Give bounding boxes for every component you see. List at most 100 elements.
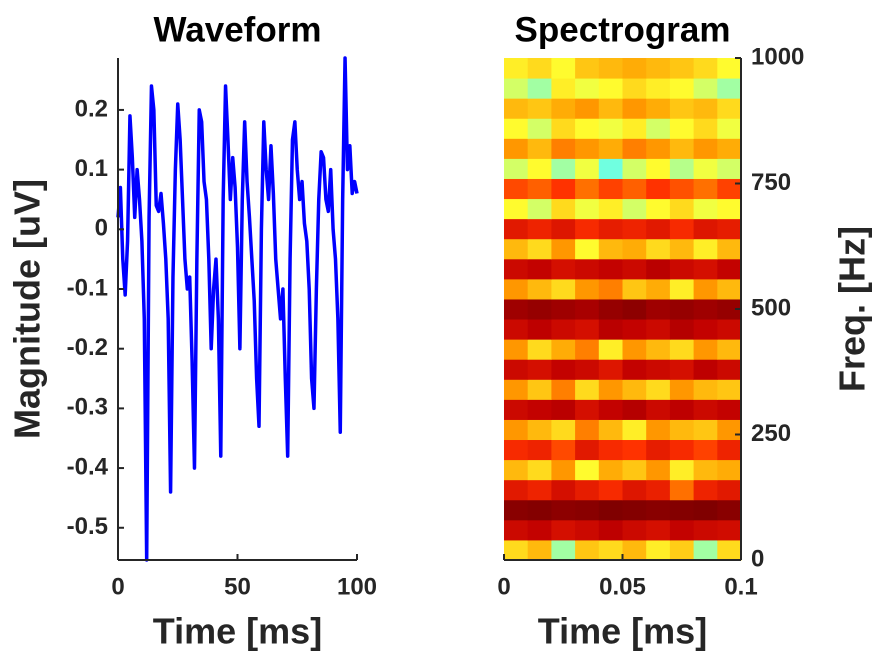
heat-cell xyxy=(598,238,623,260)
heat-cell xyxy=(504,258,529,280)
heat-cell xyxy=(693,78,718,99)
heat-cell xyxy=(504,519,529,541)
heat-cell xyxy=(575,278,600,300)
heat-cell xyxy=(669,278,695,300)
heat-cell xyxy=(527,399,552,420)
heat-cell xyxy=(717,339,742,360)
chart-title: Waveform xyxy=(154,10,322,49)
heat-cell xyxy=(693,238,718,260)
heat-cell xyxy=(717,58,742,79)
heat-cell xyxy=(622,238,647,260)
heat-cell xyxy=(646,399,671,420)
heat-cell xyxy=(693,278,718,300)
heat-cell xyxy=(717,359,742,380)
heat-cell xyxy=(717,479,742,501)
y-tick-label: 0.2 xyxy=(75,95,108,122)
heat-cell xyxy=(504,238,529,260)
heat-cell xyxy=(669,98,695,119)
heat-cell xyxy=(504,178,529,200)
heat-cell xyxy=(504,198,529,220)
heat-cell xyxy=(598,439,623,461)
heat-cell xyxy=(669,138,695,159)
heat-cell xyxy=(551,118,576,139)
waveform-line xyxy=(116,56,359,562)
heat-cell xyxy=(622,459,647,481)
heat-cell xyxy=(575,298,600,320)
heat-cell xyxy=(717,238,742,260)
heat-cell xyxy=(575,118,600,139)
heat-cell xyxy=(551,158,576,179)
heat-cell xyxy=(693,419,718,441)
heat-cell xyxy=(551,479,576,501)
heat-cell xyxy=(551,278,576,300)
heat-cell xyxy=(717,258,742,280)
heat-cell xyxy=(504,319,529,340)
heat-cell xyxy=(693,339,718,360)
heat-cell xyxy=(575,138,600,159)
heat-cell xyxy=(527,359,552,380)
heat-cell xyxy=(598,218,623,240)
heat-cell xyxy=(598,379,623,400)
heat-cell xyxy=(622,178,647,200)
heat-cell xyxy=(575,178,600,200)
heat-cell xyxy=(598,118,623,139)
heat-cell xyxy=(598,319,623,340)
heat-cell xyxy=(504,479,529,501)
heat-cell xyxy=(527,339,552,360)
heat-cell xyxy=(669,178,695,200)
heat-cell xyxy=(598,158,623,179)
heat-cell xyxy=(504,439,529,461)
heat-cell xyxy=(504,58,529,79)
heat-cell xyxy=(551,218,576,240)
heat-cell xyxy=(646,158,671,179)
heat-cell xyxy=(717,499,742,521)
heat-cell xyxy=(717,419,742,441)
heat-cell xyxy=(575,399,600,420)
y-tick-label: -0.5 xyxy=(67,513,108,540)
heat-cell xyxy=(598,339,623,360)
heat-cell xyxy=(527,258,552,280)
heat-cell xyxy=(551,198,576,220)
heat-cell xyxy=(527,58,552,79)
heat-cell xyxy=(646,379,671,400)
heat-cell xyxy=(504,158,529,179)
heat-cell xyxy=(669,479,695,501)
heat-cell xyxy=(669,519,695,541)
heat-cell xyxy=(646,98,671,119)
heat-cell xyxy=(551,379,576,400)
heat-cell xyxy=(693,58,718,79)
heat-cell xyxy=(527,138,552,159)
heat-cell xyxy=(646,278,671,300)
heat-cell xyxy=(504,539,529,561)
heat-cell xyxy=(669,298,695,320)
heat-cell xyxy=(575,339,600,360)
y-tick-label: -0.1 xyxy=(67,274,108,301)
heat-cell xyxy=(504,298,529,320)
heat-cell xyxy=(669,339,695,360)
heat-cell xyxy=(646,539,671,561)
heat-cell xyxy=(504,278,529,300)
heat-cell xyxy=(693,439,718,461)
heat-cell xyxy=(693,158,718,179)
heat-cell xyxy=(717,519,742,541)
heat-cell xyxy=(527,78,552,99)
heat-cell xyxy=(527,98,552,119)
heat-cell xyxy=(622,98,647,119)
heat-cell xyxy=(527,499,552,521)
heat-cell xyxy=(598,539,623,561)
heat-cell xyxy=(693,499,718,521)
heat-cell xyxy=(622,419,647,441)
heat-cell xyxy=(504,218,529,240)
y-tick-label: -0.3 xyxy=(67,394,108,421)
heat-cell xyxy=(504,419,529,441)
heat-cell xyxy=(622,258,647,280)
heat-cell xyxy=(717,278,742,300)
heat-cell xyxy=(646,479,671,501)
heat-cell xyxy=(504,339,529,360)
heat-cell xyxy=(693,218,718,240)
heat-cell xyxy=(669,319,695,340)
heat-cell xyxy=(551,238,576,260)
heat-cell xyxy=(504,459,529,481)
heat-cell xyxy=(551,359,576,380)
